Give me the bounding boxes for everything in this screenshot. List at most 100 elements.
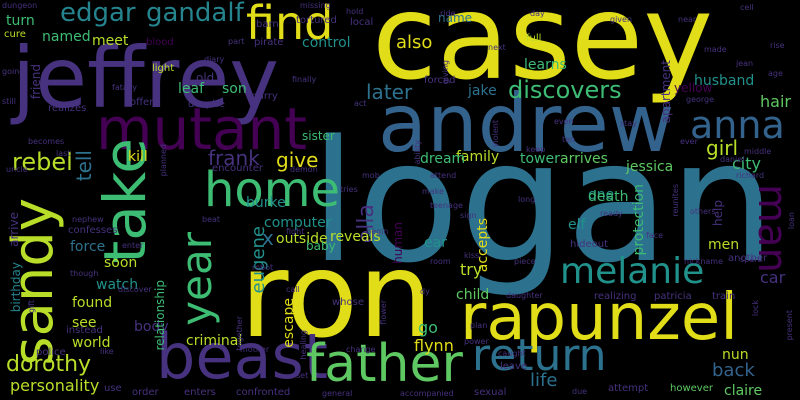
word-dy: dy — [420, 287, 430, 296]
word-police: police — [36, 347, 66, 358]
word-finally: finally — [292, 75, 317, 84]
word-daughter: daughter — [506, 291, 543, 300]
word-jessica: jessica — [626, 159, 674, 175]
word-go: go — [418, 318, 438, 337]
word-call: call — [286, 285, 300, 294]
word-use: use — [104, 383, 122, 394]
word-year: year — [172, 232, 221, 326]
word-lock: lock — [751, 300, 760, 317]
word-make: make — [422, 187, 444, 196]
word-tower: tower — [520, 151, 560, 167]
word-day: day — [530, 9, 545, 18]
word-hideout: hideout — [570, 239, 608, 250]
word-missing: missing — [300, 1, 331, 10]
word-age: age — [768, 69, 783, 78]
word-tries: tries — [340, 185, 358, 194]
word-enters: enters — [184, 387, 216, 398]
word-last: last — [56, 149, 71, 158]
word-attempt: attempt — [608, 383, 649, 394]
word-still: still — [2, 97, 16, 106]
word-outside: outside — [276, 231, 328, 247]
word-planned: planned — [159, 144, 168, 177]
word-accompanied: accompanied — [400, 389, 454, 398]
word-ear: ear — [424, 235, 447, 251]
word-jake: jake — [468, 83, 497, 99]
word-also: also — [396, 32, 433, 53]
word-birthday: birthday — [9, 262, 23, 313]
word-piece: piece — [514, 257, 536, 266]
word-marry: marry — [248, 91, 278, 102]
word-confesses: confesses — [68, 225, 118, 236]
word-ten: ten — [562, 135, 576, 144]
word-given: given — [610, 15, 633, 24]
word-rise: rise — [770, 41, 785, 50]
word-even: even — [554, 117, 574, 126]
word-kiss: kiss — [464, 251, 480, 260]
word-instead: instead — [66, 325, 103, 336]
word-present: present — [785, 310, 794, 341]
word-near: near — [678, 15, 697, 24]
word-gift: gift — [27, 300, 36, 314]
word-beat: beat — [202, 215, 221, 224]
word-ride: ride — [440, 9, 456, 18]
word-gandalf: gandalf — [146, 0, 244, 28]
word-keep: keep — [526, 145, 546, 154]
word-x: x — [262, 226, 274, 250]
word-control: control — [302, 35, 351, 51]
word-full: full — [526, 33, 542, 44]
word-nun: nun — [722, 347, 749, 363]
word-casey: casey — [372, 0, 714, 106]
word-whose: whose — [332, 297, 364, 308]
word-friend: friend — [29, 64, 43, 100]
word-soon: soon — [104, 255, 138, 271]
word-world: world — [72, 335, 111, 351]
word-try: try — [460, 260, 483, 279]
word-mutant: mutant — [96, 95, 308, 163]
word-though: though — [70, 269, 99, 278]
word-loan: loan — [787, 212, 796, 230]
word-elf: elf — [568, 217, 586, 233]
word-begin: begin — [366, 227, 389, 236]
word-old: old — [196, 71, 215, 85]
word-claire: claire — [724, 383, 763, 399]
word-reunites: reunites — [671, 184, 680, 217]
word-find: find — [246, 0, 334, 50]
word-despite: despite — [188, 99, 225, 110]
word-apartment: apartment — [659, 60, 673, 124]
word-see: see — [72, 315, 97, 331]
word-flower: flower — [379, 300, 388, 325]
word-healing: healing — [299, 330, 308, 360]
word-tell: tell — [72, 150, 96, 182]
word-room: room — [430, 257, 451, 266]
word-richard: richard — [736, 171, 765, 180]
word-beast: beast — [156, 320, 329, 393]
word-cure: cure — [4, 29, 26, 40]
word-dream: dream — [420, 151, 466, 167]
word-barn: barn — [256, 19, 279, 30]
word-caught: caught — [498, 349, 526, 358]
word-dungeon: dungeon — [2, 1, 38, 10]
word-jeffrey: jeffrey — [12, 29, 279, 127]
word-made: made — [704, 45, 727, 54]
word-kill: kill — [128, 149, 148, 165]
word-child: child — [456, 287, 490, 303]
word-ready: ready — [600, 209, 623, 218]
word-fight: fight — [286, 227, 305, 236]
word-watch: watch — [96, 277, 139, 293]
word-sister: sister — [302, 129, 335, 143]
word-becomes: becomes — [28, 137, 65, 146]
word-son: son — [222, 81, 247, 97]
word-violent: violent — [491, 120, 500, 148]
word-daniel: daniel — [720, 155, 745, 164]
word-nephew: nephew — [72, 215, 104, 224]
word-body: body — [134, 319, 169, 335]
word-return: return — [472, 330, 607, 381]
word-give: give — [276, 148, 319, 172]
word-burke: burke — [246, 195, 286, 211]
word-home: home — [204, 162, 341, 218]
word-confronted: confronted — [236, 387, 291, 398]
word-meet: meet — [92, 33, 129, 49]
word-back: back — [712, 360, 755, 381]
word-encounter: encounter — [212, 163, 263, 174]
word-next: next — [488, 43, 506, 52]
